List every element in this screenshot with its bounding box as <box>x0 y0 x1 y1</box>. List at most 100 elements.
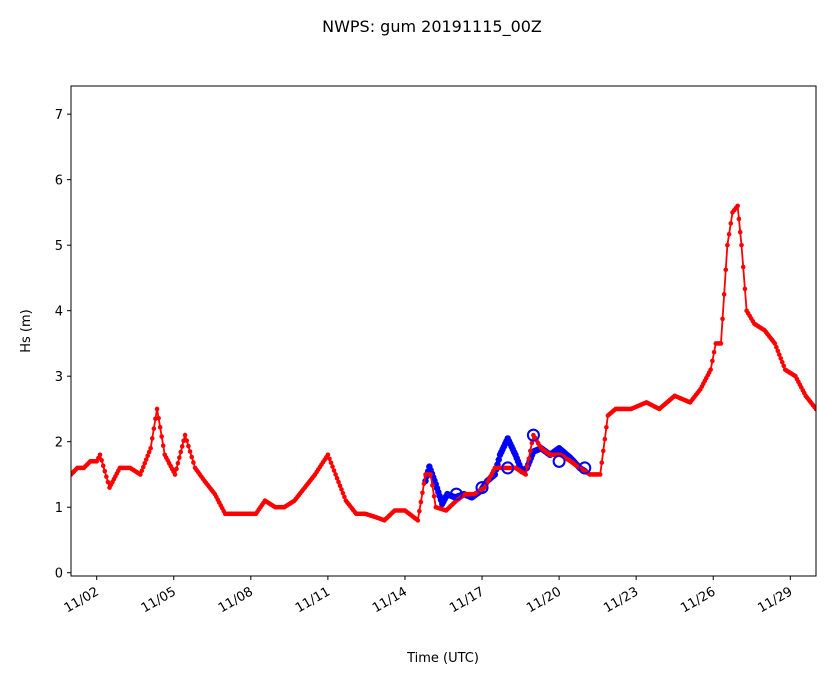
red-observed-point <box>417 508 422 514</box>
red-observed-point <box>102 468 108 474</box>
y-tick-label: 5 <box>55 239 63 254</box>
red-observed-point <box>328 460 334 465</box>
blue-daily-marker-edge <box>450 487 463 501</box>
x-tick-label: 11/02 <box>62 584 102 616</box>
x-tick-label: 11/23 <box>601 584 641 616</box>
red-observed-point <box>337 483 343 488</box>
red-observed-point <box>177 455 182 460</box>
red-observed-point <box>779 359 785 365</box>
red-observed-point <box>342 494 347 500</box>
y-tick-label: 0 <box>55 567 63 582</box>
red-observed-point <box>187 449 193 454</box>
red-observed-point <box>191 460 196 465</box>
red-observed-point <box>737 229 743 235</box>
red-observed-point <box>526 456 532 462</box>
plot-area <box>71 203 816 523</box>
red-observed-point <box>772 341 778 346</box>
red-observed-point <box>139 468 145 474</box>
red-observed-point <box>186 443 191 449</box>
red-observed-point <box>739 242 744 248</box>
plot-frame <box>70 85 817 577</box>
y-tick-label: 2 <box>55 436 63 451</box>
red-observed-point <box>740 264 746 270</box>
red-observed-point <box>524 464 530 469</box>
red-observed-point <box>172 472 178 477</box>
red-observed-point <box>142 460 148 466</box>
red-observed-point <box>143 457 149 462</box>
red-observed-point <box>149 436 155 441</box>
red-observed-point <box>336 479 341 485</box>
red-observed-point <box>334 475 340 481</box>
red-observed-point <box>148 445 153 451</box>
red-observed-point <box>159 434 164 439</box>
y-axis-label: Hs (m) <box>19 309 34 353</box>
red-observed-point <box>182 432 188 438</box>
red-observed-point <box>599 460 605 465</box>
red-observed-point <box>138 472 143 477</box>
red-observed-point <box>602 436 608 442</box>
y-tick-label: 3 <box>55 370 63 385</box>
red-observed-point <box>604 424 609 430</box>
x-tick-label: 11/05 <box>139 584 179 616</box>
red-observed-point <box>742 286 748 292</box>
red-observed-point <box>710 358 715 364</box>
red-observed-point <box>708 367 713 372</box>
red-observed-point <box>340 490 346 496</box>
blue-daily-marker-edge <box>578 461 592 475</box>
red-observed-point <box>104 474 109 479</box>
red-observed-point <box>420 490 425 496</box>
red-observed-point <box>523 472 529 477</box>
blue-daily-marker-edge <box>501 461 515 475</box>
y-tick-label: 1 <box>55 501 63 516</box>
red-observed-point <box>529 440 535 446</box>
red-observed-point <box>184 438 190 443</box>
red-observed-point <box>725 242 730 248</box>
red-observed-point <box>711 349 717 355</box>
red-observed-point <box>528 448 533 454</box>
red-observed-point <box>145 453 151 459</box>
red-observed-point <box>600 448 606 454</box>
red-observed-point <box>174 466 179 472</box>
red-observed-point <box>775 348 781 354</box>
red-observed-point <box>415 518 421 523</box>
red-observed-point <box>597 472 603 477</box>
x-tick-label: 11/17 <box>447 584 487 616</box>
red-observed-point <box>339 487 344 492</box>
red-observed-point <box>774 344 779 350</box>
red-observed-point <box>175 460 181 466</box>
red-observed-point <box>189 454 195 460</box>
x-tick-label: 11/26 <box>678 584 718 616</box>
red-observed-point <box>418 499 424 505</box>
red-observed-point <box>428 472 433 477</box>
red-observed-point <box>331 468 337 473</box>
red-observed-point <box>813 406 816 412</box>
red-observed-point <box>146 449 152 455</box>
red-observed-point <box>728 221 734 226</box>
blue-daily-marker-edge <box>527 428 540 442</box>
chart-title: NWPS: gum 20191115_00Z <box>322 17 542 37</box>
blue-daily-marker-edge <box>552 455 566 468</box>
x-axis-label: Time (UTC) <box>406 651 479 666</box>
axes: 0 1 2 3 4 5 6 7 11/02 11/05 11/08 11/11 11/14 11/17 11… <box>55 85 817 616</box>
red-observed-point <box>718 341 724 346</box>
y-tick-label: 7 <box>55 108 63 123</box>
red-observed-point <box>105 479 111 485</box>
x-tick-label: 11/29 <box>755 584 795 616</box>
y-tick-label: 4 <box>55 305 63 320</box>
red-observed-point <box>726 231 732 237</box>
red-observed-point <box>421 481 427 486</box>
red-observed-point <box>151 426 157 431</box>
red-observed-point <box>330 464 335 469</box>
red-observed-point <box>721 292 727 297</box>
red-observed-point <box>178 449 184 455</box>
red-observed-point <box>97 452 103 458</box>
x-tick-label: 11/08 <box>216 584 256 616</box>
red-observed-point <box>325 452 331 458</box>
red-observed-point <box>431 493 437 499</box>
red-observed-point <box>327 456 332 462</box>
y-tick-label: 6 <box>55 174 63 189</box>
blue-daily-marker-edge <box>475 481 489 494</box>
red-observed-point <box>430 483 435 488</box>
red-observed-point <box>99 457 104 463</box>
